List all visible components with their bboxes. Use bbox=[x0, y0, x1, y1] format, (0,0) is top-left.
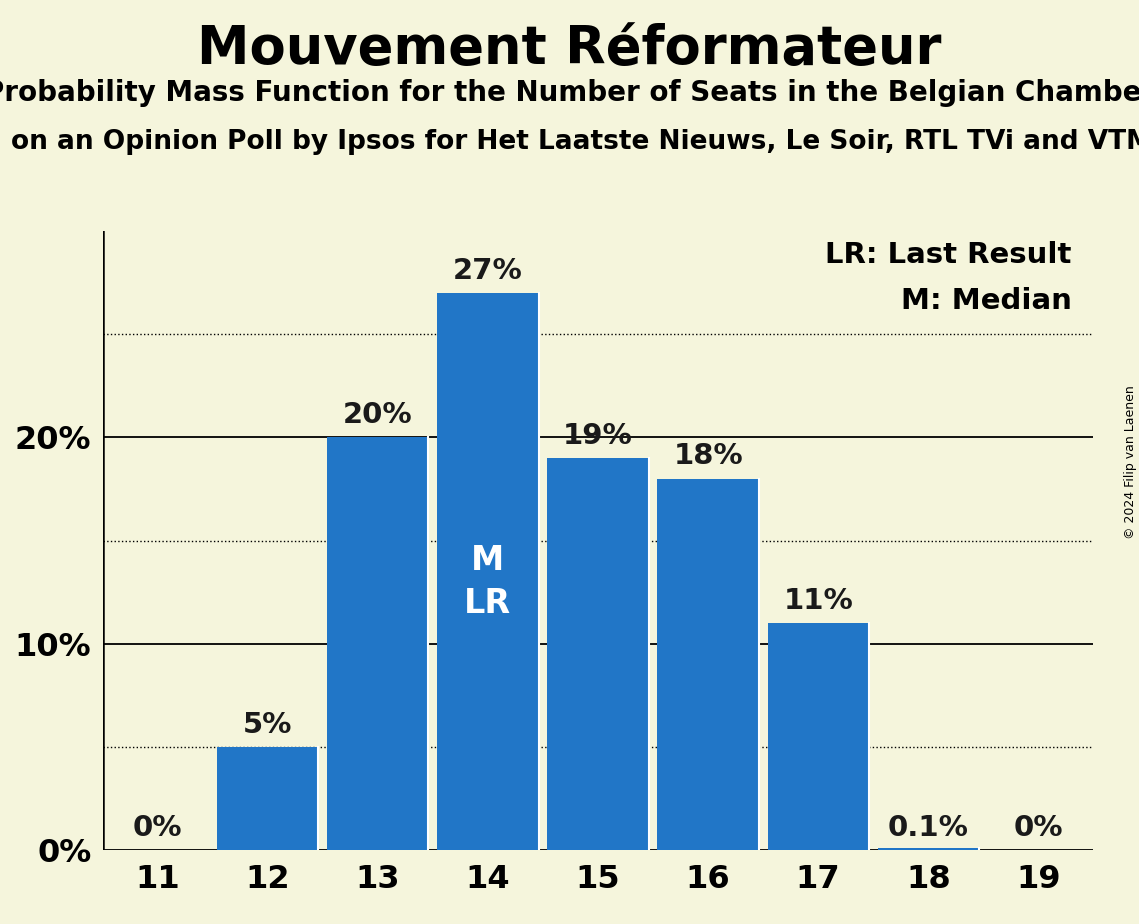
Bar bbox=[768, 623, 869, 850]
Text: 27%: 27% bbox=[453, 257, 523, 285]
Bar bbox=[218, 747, 318, 850]
Text: 0.1%: 0.1% bbox=[887, 814, 969, 842]
Text: Mouvement Réformateur: Mouvement Réformateur bbox=[197, 23, 942, 75]
Text: M
LR: M LR bbox=[465, 543, 511, 620]
Text: 5%: 5% bbox=[243, 711, 293, 738]
Text: on an Opinion Poll by Ipsos for Het Laatste Nieuws, Le Soir, RTL TVi and VTM, 2–: on an Opinion Poll by Ipsos for Het Laat… bbox=[11, 129, 1139, 155]
Bar bbox=[437, 293, 539, 850]
Text: 18%: 18% bbox=[673, 443, 743, 470]
Text: © 2024 Filip van Laenen: © 2024 Filip van Laenen bbox=[1124, 385, 1137, 539]
Text: 19%: 19% bbox=[563, 421, 633, 450]
Text: 0%: 0% bbox=[133, 814, 182, 842]
Bar bbox=[327, 437, 428, 850]
Bar bbox=[657, 479, 759, 850]
Text: Probability Mass Function for the Number of Seats in the Belgian Chamber: Probability Mass Function for the Number… bbox=[0, 79, 1139, 106]
Text: 0%: 0% bbox=[1014, 814, 1063, 842]
Text: M: Median: M: Median bbox=[901, 286, 1072, 315]
Bar bbox=[548, 458, 648, 850]
Text: LR: Last Result: LR: Last Result bbox=[825, 241, 1072, 269]
Text: 20%: 20% bbox=[343, 401, 412, 429]
Bar bbox=[878, 848, 978, 850]
Text: 11%: 11% bbox=[784, 587, 853, 614]
